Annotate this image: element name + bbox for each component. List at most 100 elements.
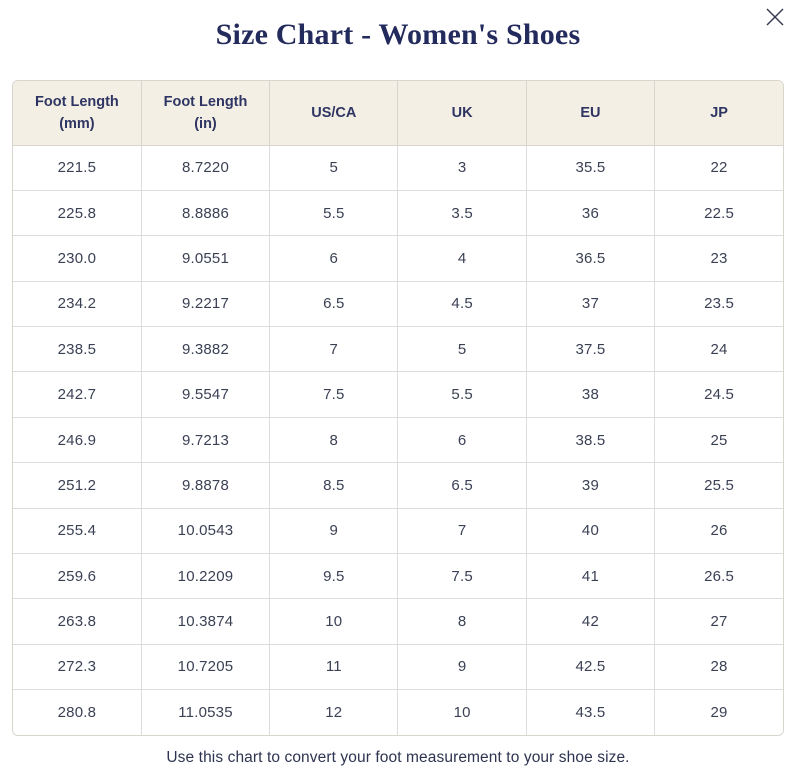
table-cell: 8.7220 bbox=[140, 144, 271, 191]
table-cell: 10.2209 bbox=[140, 553, 271, 600]
table-cell: 255.4 bbox=[13, 507, 142, 555]
size-table-body: 221.5 8.7220 5 3 35.5 22 225.8 8.8886 5.5 3.5 36 22… bbox=[13, 144, 783, 736]
column-header: UK bbox=[397, 81, 527, 146]
close-button[interactable] bbox=[760, 2, 790, 32]
table-cell: 9.5547 bbox=[140, 371, 271, 418]
table-row: 221.5 8.7220 5 3 35.5 22 bbox=[13, 144, 783, 191]
table-cell: 26 bbox=[654, 507, 783, 555]
table-cell: 10 bbox=[269, 598, 399, 645]
table-cell: 8.5 bbox=[269, 462, 399, 509]
table-cell: 36.5 bbox=[525, 235, 656, 282]
size-table-container: Foot Length (mm) Foot Length (in) US/CA UK EU J… bbox=[12, 80, 784, 737]
table-row: 255.4 10.0543 9 7 40 26 bbox=[13, 507, 783, 555]
table-cell: 9.5 bbox=[269, 553, 399, 600]
table-cell: 7.5 bbox=[269, 371, 399, 418]
footer-note: Use this chart to convert your foot meas… bbox=[166, 749, 630, 767]
table-cell: 23 bbox=[654, 235, 783, 282]
table-cell: 238.5 bbox=[13, 326, 142, 373]
table-row: 251.2 9.8878 8.5 6.5 39 25.5 bbox=[13, 462, 783, 509]
table-cell: 8 bbox=[397, 598, 527, 645]
table-row: 230.0 9.0551 6 4 36.5 23 bbox=[13, 235, 783, 282]
table-cell: 5.5 bbox=[269, 189, 399, 237]
table-cell: 221.5 bbox=[13, 144, 142, 191]
table-cell: 10.3874 bbox=[140, 598, 271, 645]
table-row: 242.7 9.5547 7.5 5.5 38 24.5 bbox=[13, 371, 783, 418]
table-cell: 7.5 bbox=[397, 553, 527, 600]
table-cell: 234.2 bbox=[13, 280, 142, 328]
page-title: Size Chart - Women's Shoes bbox=[215, 18, 581, 51]
table-cell: 8.8886 bbox=[140, 189, 271, 237]
table-cell: 7 bbox=[397, 507, 527, 555]
header-row: Foot Length (mm) Foot Length (in) US/CA UK EU J… bbox=[13, 81, 783, 146]
table-cell: 27 bbox=[654, 598, 783, 645]
size-table-header: Foot Length (mm) Foot Length (in) US/CA UK EU J… bbox=[13, 81, 783, 146]
table-cell: 9.8878 bbox=[140, 462, 271, 509]
table-cell: 6.5 bbox=[397, 462, 527, 509]
table-cell: 242.7 bbox=[13, 371, 142, 418]
table-cell: 41 bbox=[525, 553, 656, 600]
table-cell: 11.0535 bbox=[140, 689, 271, 736]
table-cell: 246.9 bbox=[13, 416, 142, 464]
table-cell: 43.5 bbox=[525, 689, 656, 736]
table-cell: 9.2217 bbox=[140, 280, 271, 328]
table-row: 225.8 8.8886 5.5 3.5 36 22.5 bbox=[13, 189, 783, 237]
table-cell: 5 bbox=[269, 144, 399, 191]
table-cell: 23.5 bbox=[654, 280, 783, 328]
table-cell: 7 bbox=[269, 326, 399, 373]
table-cell: 37.5 bbox=[525, 326, 656, 373]
table-cell: 25.5 bbox=[654, 462, 783, 509]
table-cell: 6 bbox=[269, 235, 399, 282]
table-cell: 9 bbox=[269, 507, 399, 555]
table-cell: 3.5 bbox=[397, 189, 527, 237]
table-cell: 35.5 bbox=[525, 144, 656, 191]
table-cell: 9 bbox=[397, 643, 527, 691]
table-cell: 280.8 bbox=[13, 689, 142, 736]
table-cell: 259.6 bbox=[13, 553, 142, 600]
table-cell: 5 bbox=[397, 326, 527, 373]
table-cell: 272.3 bbox=[13, 643, 142, 691]
table-cell: 22.5 bbox=[654, 189, 783, 237]
table-cell: 9.0551 bbox=[140, 235, 271, 282]
table-cell: 9.7213 bbox=[140, 416, 271, 464]
table-cell: 28 bbox=[654, 643, 783, 691]
table-cell: 8 bbox=[269, 416, 399, 464]
column-header: Foot Length (mm) bbox=[13, 81, 142, 146]
table-cell: 38 bbox=[525, 371, 656, 418]
table-cell: 11 bbox=[269, 643, 399, 691]
table-cell: 22 bbox=[654, 144, 783, 191]
table-cell: 12 bbox=[269, 689, 399, 736]
table-cell: 10 bbox=[397, 689, 527, 736]
table-cell: 26.5 bbox=[654, 553, 783, 600]
table-cell: 42 bbox=[525, 598, 656, 645]
table-row: 280.8 11.0535 12 10 43.5 29 bbox=[13, 689, 783, 736]
table-cell: 6.5 bbox=[269, 280, 399, 328]
table-row: 246.9 9.7213 8 6 38.5 25 bbox=[13, 416, 783, 464]
table-cell: 10.7205 bbox=[140, 643, 271, 691]
table-cell: 25 bbox=[654, 416, 783, 464]
table-row: 263.8 10.3874 10 8 42 27 bbox=[13, 598, 783, 645]
table-cell: 263.8 bbox=[13, 598, 142, 645]
table-cell: 5.5 bbox=[397, 371, 527, 418]
column-header: Foot Length (in) bbox=[140, 81, 271, 146]
table-cell: 36 bbox=[525, 189, 656, 237]
column-header: US/CA bbox=[269, 81, 399, 146]
table-cell: 29 bbox=[654, 689, 783, 736]
table-cell: 6 bbox=[397, 416, 527, 464]
table-cell: 24 bbox=[654, 326, 783, 373]
table-cell: 9.3882 bbox=[140, 326, 271, 373]
table-row: 259.6 10.2209 9.5 7.5 41 26.5 bbox=[13, 553, 783, 600]
table-cell: 3 bbox=[397, 144, 527, 191]
table-cell: 39 bbox=[525, 462, 656, 509]
table-cell: 37 bbox=[525, 280, 656, 328]
size-table: Foot Length (mm) Foot Length (in) US/CA UK EU J… bbox=[13, 81, 783, 736]
column-header: JP bbox=[654, 81, 783, 146]
table-row: 234.2 9.2217 6.5 4.5 37 23.5 bbox=[13, 280, 783, 328]
table-cell: 24.5 bbox=[654, 371, 783, 418]
table-cell: 38.5 bbox=[525, 416, 656, 464]
table-cell: 4 bbox=[397, 235, 527, 282]
table-cell: 230.0 bbox=[13, 235, 142, 282]
table-cell: 40 bbox=[525, 507, 656, 555]
close-icon bbox=[762, 4, 788, 30]
table-cell: 225.8 bbox=[13, 189, 142, 237]
